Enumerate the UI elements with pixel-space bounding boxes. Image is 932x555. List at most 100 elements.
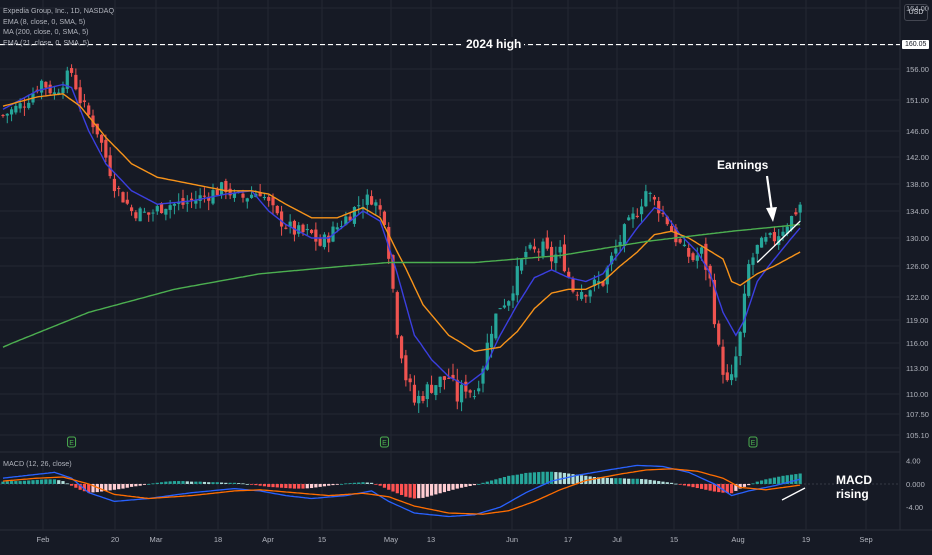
macd-histogram-bar (592, 476, 597, 484)
macd-histogram-bar (412, 483, 417, 499)
macd-histogram-bar (348, 483, 352, 484)
macd-histogram-bar (65, 483, 69, 485)
candle-body (515, 266, 519, 296)
macd-histogram-bar (361, 482, 365, 484)
macd-histogram-bar (597, 477, 601, 484)
macd-histogram-bar (434, 483, 438, 495)
macd-histogram-bar (117, 483, 121, 490)
candle-body (14, 105, 18, 113)
candle-body (224, 180, 228, 193)
macd-histogram-bar (404, 483, 408, 497)
candle-body (82, 100, 87, 102)
macd-histogram-bar (125, 483, 129, 488)
candle-body (447, 377, 451, 379)
candle-body (262, 196, 267, 199)
time-tick-label: Mar (150, 535, 163, 544)
macd-tick-label: 4.00 (906, 457, 921, 466)
macd-histogram-bar (571, 474, 575, 484)
candle-body (459, 384, 464, 403)
candle-body (301, 224, 305, 233)
candle-body (657, 201, 661, 214)
macd-histogram-bar (742, 483, 747, 487)
macd-histogram-bar (468, 483, 472, 486)
macd-histogram-bar (729, 483, 734, 494)
candle-body (635, 215, 639, 217)
macd-histogram-bar (699, 483, 704, 489)
time-tick-label: 19 (802, 535, 810, 544)
candle-body (5, 113, 9, 116)
candle-body (777, 236, 781, 246)
macd-histogram-bar (164, 481, 168, 484)
macd-histogram-bar (447, 483, 451, 491)
time-tick-label: Aug (731, 535, 744, 544)
candle-body (52, 92, 57, 94)
candle-body (541, 241, 545, 257)
price-tick-label: 138.00 (906, 180, 929, 189)
legend-symbol: Expedia Group, Inc., 1D, NASDAQ (3, 6, 115, 15)
candle-body (764, 237, 768, 242)
candle-body (108, 155, 112, 177)
macd-histogram-bar (27, 480, 31, 484)
candle-body (215, 189, 219, 196)
macd-histogram-bar (382, 483, 387, 488)
macd-histogram-bar (172, 481, 177, 484)
macd-histogram-bar (721, 483, 725, 493)
macd-histogram-bar (305, 483, 309, 489)
macd-rising-arrow (781, 487, 806, 501)
candle-body (519, 259, 524, 271)
candle-body (69, 68, 74, 73)
legend: Expedia Group, Inc., 1D, NASDAQ EMA (8, … (3, 6, 114, 48)
high-price-box: 160.05 (902, 40, 930, 49)
macd-histogram-bar (511, 475, 515, 484)
candle-body (494, 313, 498, 339)
macd-histogram-bar (687, 483, 691, 487)
macd-histogram-bar (657, 481, 661, 484)
candle-body (138, 208, 142, 222)
macd-histogram-bar (82, 483, 87, 492)
candle-body (575, 294, 579, 296)
candle-body (588, 290, 592, 297)
candle-body (395, 292, 399, 335)
macd-histogram-bar (9, 481, 14, 484)
currency-button[interactable]: USD (904, 4, 928, 21)
candle-body (537, 251, 541, 253)
candle-body (794, 212, 798, 215)
candle-body (374, 202, 378, 206)
macd-histogram-bar (91, 483, 95, 493)
macd-histogram-bar (635, 478, 639, 484)
legend-ma200: MA (200, close, 0, SMA, 5) (3, 27, 89, 36)
candle-body (117, 188, 121, 190)
macd-legend-label: MACD (12, 26, close) (3, 459, 72, 468)
macd-histogram-bar (425, 483, 429, 497)
macd-histogram-bar (429, 483, 434, 496)
candle-body (249, 194, 254, 198)
candle-body (9, 109, 14, 115)
macd-histogram-bar (519, 473, 524, 484)
candle-body (27, 102, 31, 108)
macd-histogram-bar (755, 481, 759, 484)
price-tick-label: 126.00 (906, 262, 929, 271)
candle-body (258, 191, 262, 197)
candle-body (125, 199, 129, 204)
macd-histogram-bar (129, 483, 134, 487)
macd-histogram-bar (331, 483, 335, 486)
macd-histogram-bar (99, 483, 104, 492)
candle-body (532, 246, 537, 250)
macd-histogram-bar (5, 481, 9, 484)
earnings-marker-letter: E (751, 440, 756, 447)
candle-body (584, 295, 588, 297)
macd-histogram-bar (759, 480, 764, 484)
candle-body (279, 211, 284, 227)
macd-histogram-bar (558, 472, 562, 484)
macd-histogram-bar (322, 483, 327, 487)
macd-histogram-bar (258, 483, 262, 486)
candle-body (271, 197, 275, 206)
candle-body (99, 134, 104, 143)
candle-body (699, 247, 704, 254)
candle-body (378, 205, 382, 210)
candle-body (22, 106, 27, 108)
candle-body (391, 255, 395, 289)
